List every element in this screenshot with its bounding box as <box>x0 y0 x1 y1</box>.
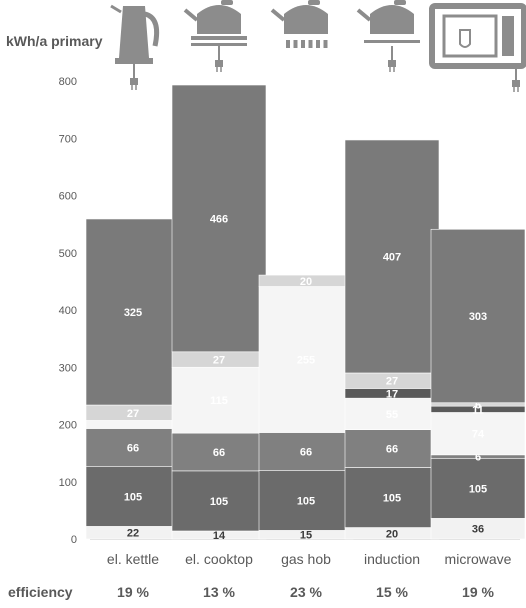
y-tick-label: 400 <box>59 305 77 317</box>
category-label: induction <box>364 551 420 567</box>
bar-segment <box>85 218 181 406</box>
bar-segment <box>171 470 267 532</box>
bar-segment <box>430 412 526 456</box>
y-tick-label: 0 <box>71 534 77 546</box>
efficiency-value: 19 % <box>117 584 149 600</box>
data-label: 115 <box>210 395 228 407</box>
bar-segment <box>171 432 267 472</box>
category-label: gas hob <box>281 551 331 567</box>
data-label: 22 <box>127 528 139 540</box>
efficiency-value: 15 % <box>376 584 408 600</box>
efficiency-row: 19 % 13 % 23 % 15 % 19 % efficiency <box>8 584 495 600</box>
efficiency-value: 23 % <box>290 584 322 600</box>
y-tick-label: 800 <box>59 76 77 88</box>
category-labels: el. kettle el. cooktop gas hob induction mic… <box>107 551 512 567</box>
data-label: 27 <box>127 408 139 420</box>
bar-stack-0: 22 105 66 27 325 <box>85 218 181 540</box>
data-label: 66 <box>386 444 398 456</box>
kettle-icon <box>110 4 160 90</box>
bar-segment <box>344 467 440 528</box>
efficiency-value: 19 % <box>462 584 494 600</box>
y-tick-label: 500 <box>59 248 77 260</box>
data-label: 255 <box>297 355 315 367</box>
bar-segment <box>85 465 181 527</box>
bar-segment <box>85 420 181 429</box>
bar-segment <box>171 84 267 353</box>
y-tick-label: 100 <box>59 477 77 489</box>
bar-segment <box>258 469 354 531</box>
bar-stack-2: 15 105 66 255 20 <box>258 274 354 542</box>
data-label: 6 <box>475 452 481 464</box>
data-label: 105 <box>210 496 228 508</box>
bar-segment <box>258 432 354 471</box>
bar-segment <box>344 139 440 374</box>
induction-pot-icon <box>356 0 420 72</box>
y-tick-label: 700 <box>59 133 77 145</box>
y-tick-label: 200 <box>59 420 77 432</box>
bar-segment <box>171 366 267 434</box>
gas-hob-pot-icon <box>270 0 328 48</box>
data-label: 6 <box>475 399 481 411</box>
data-label: 105 <box>297 495 315 507</box>
category-label: el. cooktop <box>185 551 253 567</box>
category-label: el. kettle <box>107 551 159 567</box>
data-label: 105 <box>383 492 401 504</box>
bar-stack-1: 14 105 66 115 27 466 <box>171 84 267 542</box>
bar-segment <box>85 428 181 467</box>
data-label: 74 <box>472 429 485 441</box>
data-label: 407 <box>383 251 401 263</box>
bar-segment <box>430 228 526 404</box>
y-axis-ticks: 0 100 200 300 400 500 600 700 800 <box>59 76 77 546</box>
data-label: 36 <box>472 524 484 536</box>
y-axis-label: kWh/a primary <box>6 33 103 49</box>
data-label: 27 <box>386 376 398 388</box>
bar-segment <box>258 286 354 433</box>
data-label: 27 <box>213 355 225 367</box>
y-tick-label: 300 <box>59 362 77 374</box>
microwave-icon <box>429 3 526 92</box>
data-label: 55 <box>386 409 398 421</box>
efficiency-label: efficiency <box>8 584 73 600</box>
data-label: 303 <box>469 311 487 323</box>
data-label: 325 <box>124 307 142 319</box>
data-label: 11 <box>472 404 484 416</box>
cooktop-pot-icon <box>183 0 247 72</box>
data-label: 466 <box>210 213 228 225</box>
data-label: 66 <box>300 446 312 458</box>
bars: 2210566273251410566115274661510566255202… <box>85 84 526 542</box>
category-label: microwave <box>445 551 512 567</box>
bar-segment <box>430 457 526 519</box>
data-label: 105 <box>124 491 142 503</box>
data-label: 14 <box>213 530 226 542</box>
data-label: 15 <box>300 530 312 542</box>
data-label: 17 <box>386 388 398 400</box>
efficiency-value: 13 % <box>203 584 235 600</box>
data-label: 66 <box>127 442 139 454</box>
data-label: 105 <box>469 483 487 495</box>
data-label: 20 <box>300 276 312 288</box>
y-tick-label: 600 <box>59 191 77 203</box>
data-label: 20 <box>386 528 398 540</box>
data-label: 66 <box>213 447 225 459</box>
appliance-icons <box>110 0 526 92</box>
